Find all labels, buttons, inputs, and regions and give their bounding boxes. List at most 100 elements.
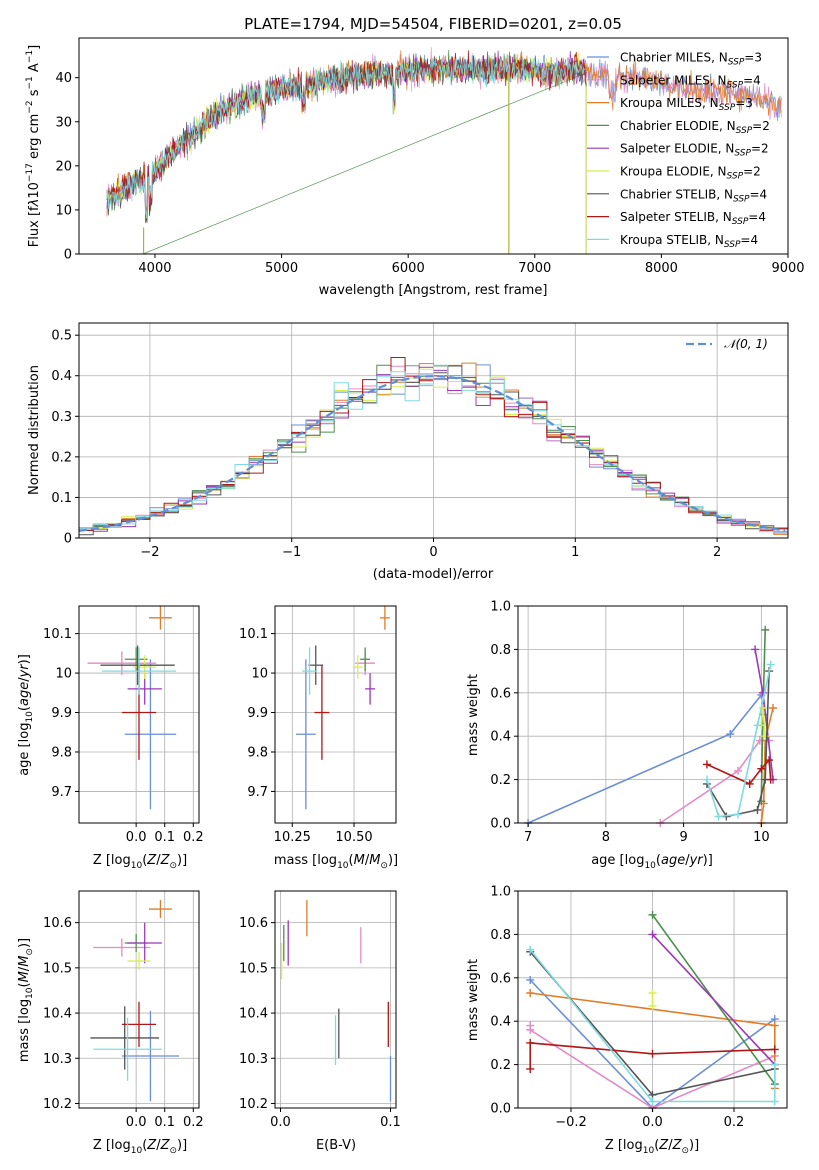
plot-content	[90, 900, 179, 1102]
plot-content	[79, 357, 788, 536]
y-tick-label: 0.4	[490, 1015, 511, 1030]
plot-content	[295, 606, 390, 810]
y-tick-label: 0.4	[51, 369, 72, 384]
x-tick-label: 0.0	[126, 830, 147, 845]
x-tick-label: 5000	[265, 261, 298, 276]
x-tick-label: 4000	[138, 261, 171, 276]
x-tick-label: 7	[524, 830, 532, 845]
errorbar-chabrier-miles	[121, 1010, 179, 1102]
y-tick-label: 10.2	[43, 1097, 72, 1112]
errorbars	[295, 606, 390, 810]
x-tick-label: −0.2	[555, 1115, 587, 1130]
normal-legend-label: 𝒩(0, 1)	[724, 337, 768, 351]
y-tick-label: 10.1	[43, 627, 72, 642]
spectrum-line-kroupa-stelib	[106, 52, 587, 217]
legend-label-kroupa-stelib: Kroupa STELIB, NSSP=4	[620, 233, 758, 250]
weight-marker	[726, 730, 735, 739]
y-tick-label: 9.8	[247, 745, 268, 760]
y-tick-label: 30	[55, 115, 72, 130]
errorbars	[280, 900, 392, 1102]
legend-label-chabrier-miles: Chabrier MILES, NSSP=3	[620, 51, 762, 68]
ticks: −0.2 0.0 0.2 0.0 0.2 0.4 0.6 0.8 1.0	[490, 885, 744, 1131]
x-tick-label: −1	[282, 545, 301, 560]
errorbar-kroupa-stelib	[93, 1017, 162, 1081]
mass-vs-ebv-panel: 0.0 0.1 10.2 10.3 10.4 10.5 10.6 E(B-V)	[239, 890, 401, 1153]
y-tick-label: 9.8	[51, 745, 72, 760]
y-tick-label: 10.1	[239, 627, 268, 642]
y-tick-label: 0.2	[490, 773, 511, 788]
axes-frame	[78, 322, 789, 539]
weight-series-salpeter-elodie	[648, 930, 779, 1069]
spectrum-lines	[106, 47, 782, 254]
weight-marker	[648, 1049, 657, 1058]
legend-label-salpeter-elodie: Salpeter ELODIE, NSSP=2	[620, 142, 769, 159]
y-tick-label: 40	[55, 71, 72, 86]
weight-marker	[648, 910, 657, 919]
weight-marker	[526, 988, 535, 997]
spectrum-panel: PLATE=1794, MJD=54504, FIBERID=0201, z=0…	[25, 15, 805, 298]
y-tick-label: 10.4	[239, 1007, 268, 1022]
errorbar-salpeter-miles	[93, 938, 151, 957]
weight-vs-metallicity-panel: −0.2 0.0 0.2 0.0 0.2 0.4 0.6 0.8 1.0 Z [log10(Z/…	[466, 885, 788, 1156]
weight-series-salpeter-miles	[656, 736, 774, 827]
weight-marker	[648, 1002, 657, 1011]
x-tick-label: 0.2	[183, 830, 204, 845]
y-tick-label: 0	[64, 248, 72, 263]
weight-marker	[526, 1025, 535, 1034]
grid	[79, 891, 199, 1108]
weight-z-xlabel: Z [log10(Z/Z⊙)]	[605, 1138, 699, 1156]
errorbar-chabrier-stelib	[308, 645, 324, 685]
x-tick-label: −2	[140, 545, 159, 560]
y-tick-label: 10	[55, 667, 72, 682]
y-tick-label: 0.2	[490, 1058, 511, 1073]
ticks: 0.0 0.1 0.2 10.2 10.3 10.4 10.5 10.6	[43, 916, 204, 1130]
errorbar-chabrier-stelib	[100, 645, 175, 685]
axes-frame	[274, 890, 397, 1109]
errorbar-salpeter-elodie	[127, 922, 162, 964]
y-tick-label: 10.3	[43, 1052, 72, 1067]
errorbar-chabrier-stelib	[90, 1006, 159, 1070]
x-tick-label: 10.50	[335, 830, 372, 845]
plot-content	[280, 900, 392, 1102]
y-tick-label: 10	[251, 667, 268, 682]
y-tick-label: 10.5	[43, 961, 72, 976]
weight-series-kroupa-stelib	[526, 945, 779, 1106]
y-tick-label: 1.0	[490, 885, 511, 900]
errorbar-kroupa-miles	[379, 606, 390, 630]
weight-marker	[766, 660, 775, 669]
y-tick-label: 0	[64, 532, 72, 547]
y-tick-label: 0.4	[490, 730, 511, 745]
ticks: 7 8 9 10 0.0 0.2 0.4 0.6 0.8 1.0	[490, 600, 769, 846]
residual-histogram-panel: −2 −1 0 1 2 0 0.1 0.2 0.3 0.4 0.5 𝒩(0, 1) (data-mod…	[27, 322, 789, 582]
y-tick-label: 10.2	[239, 1097, 268, 1112]
axes-frame	[78, 37, 789, 255]
weight-marker	[648, 1097, 657, 1106]
legend-label-chabrier-stelib: Chabrier STELIB, NSSP=4	[620, 187, 767, 204]
weight-marker	[734, 766, 743, 775]
y-tick-label: 10.4	[43, 1007, 72, 1022]
y-tick-label: 0.6	[490, 686, 511, 701]
ticks: 0.0 0.1 0.2 9.7 9.8 9.9 10 10.1	[43, 627, 204, 845]
weight-marker	[745, 779, 754, 788]
plot-content	[106, 47, 782, 254]
mass-ebv-xlabel: E(B-V)	[316, 1138, 356, 1153]
x-tick-label: 10	[753, 830, 770, 845]
errorbar-salpeter-stelib	[314, 665, 330, 760]
mass-vs-metallicity-panel: 0.0 0.1 0.2 10.2 10.3 10.4 10.5 10.6 Z [log10(Z…	[17, 890, 204, 1156]
weight-series-salpeter-stelib	[526, 1038, 779, 1073]
y-tick-label: 10.3	[239, 1052, 268, 1067]
weight-marker	[526, 975, 535, 984]
normal-curve	[79, 375, 786, 532]
legend-label-kroupa-elodie: Kroupa ELODIE, NSSP=2	[620, 165, 761, 182]
x-tick-label: 0.1	[380, 1115, 401, 1130]
spectrum-legend: Chabrier MILES, NSSP=3 Salpeter MILES, NS…	[587, 51, 770, 250]
errorbar-kroupa-miles	[149, 900, 172, 919]
x-tick-label: 0.1	[154, 1115, 175, 1130]
weight-marker	[526, 1064, 535, 1073]
errorbar-chabrier-elodie	[360, 647, 371, 672]
weight-marker	[751, 645, 760, 654]
y-tick-label: 10	[55, 203, 72, 218]
ticks: 4000 5000 6000 7000 8000 9000 0 10 20 30 40	[55, 71, 804, 276]
weight-marker	[648, 988, 657, 997]
spectrum-title: PLATE=1794, MJD=54504, FIBERID=0201, z=0…	[244, 15, 622, 33]
